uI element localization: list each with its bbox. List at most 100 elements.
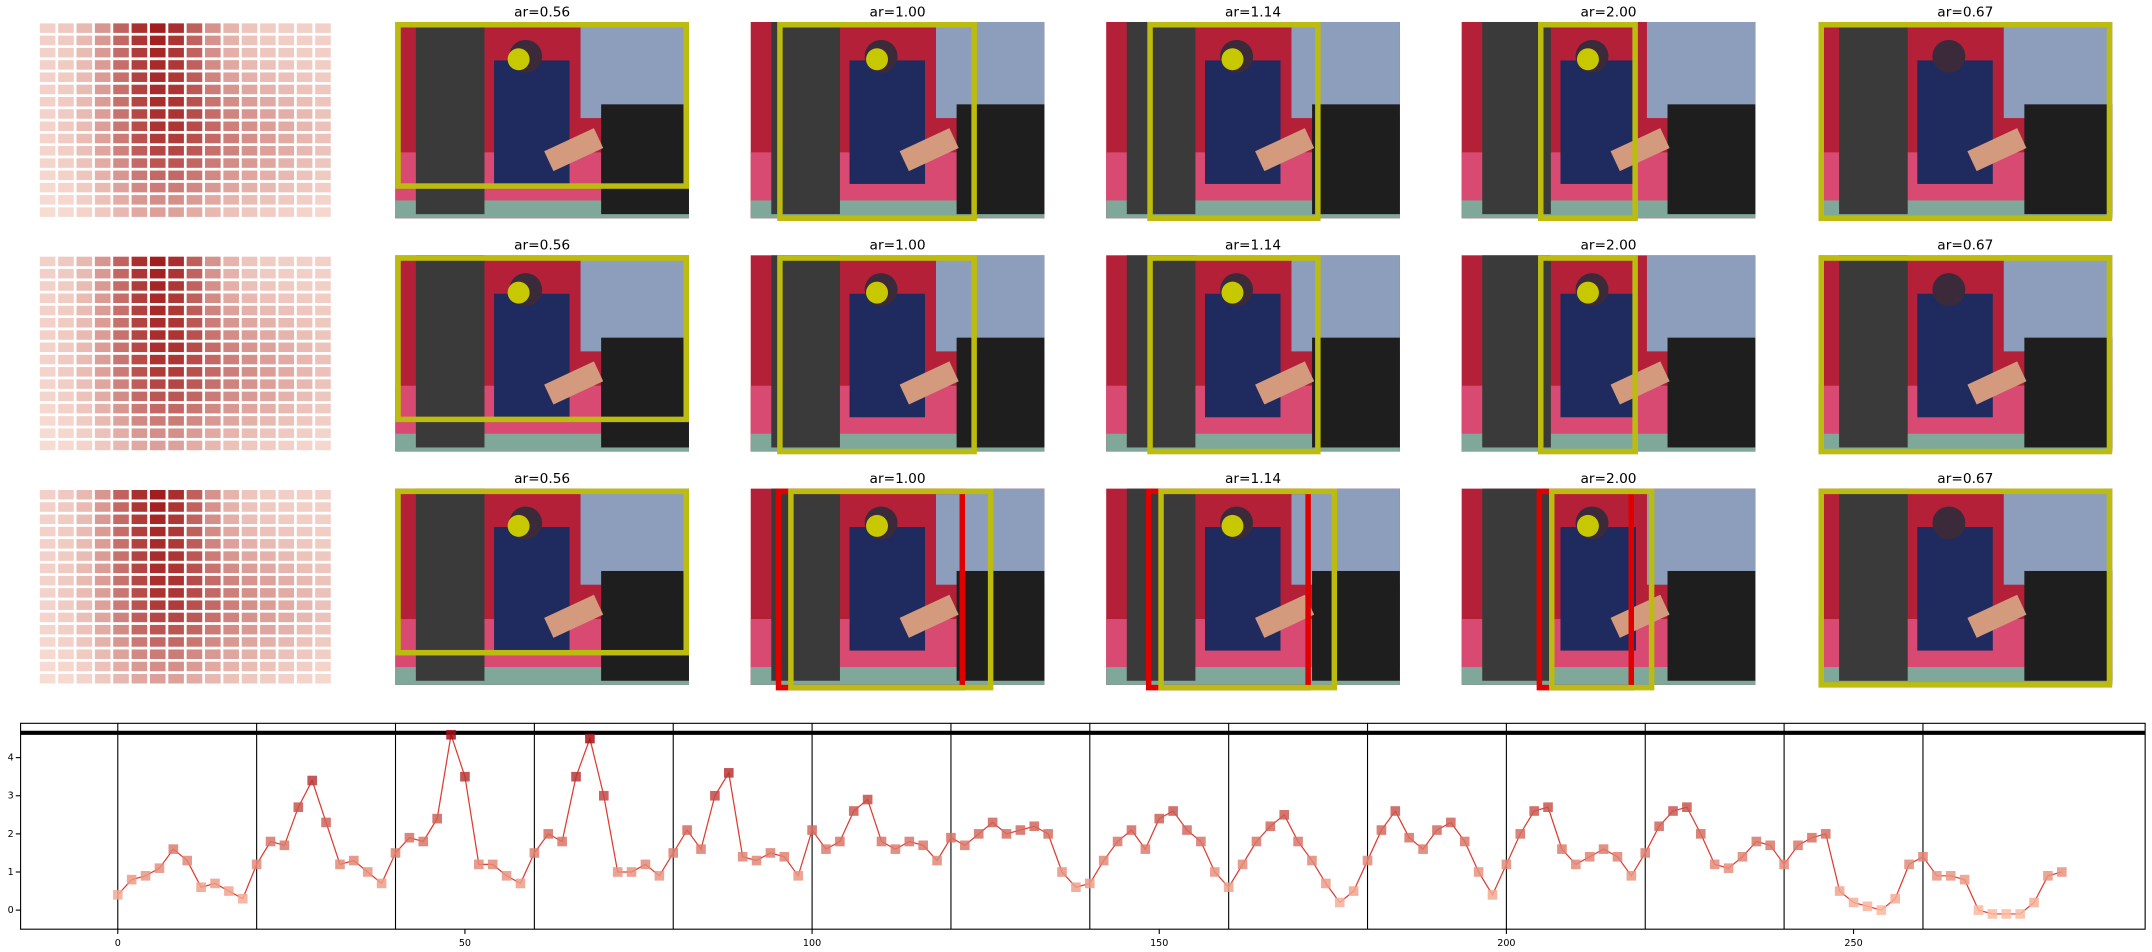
marker xyxy=(1682,802,1692,812)
heat-cell xyxy=(223,661,239,672)
marker xyxy=(932,855,942,866)
heat-cell xyxy=(76,170,93,181)
keypoint xyxy=(507,48,530,71)
heat-cell xyxy=(296,293,313,304)
heat-cell xyxy=(186,367,203,377)
heat-cell xyxy=(223,60,239,70)
x-tick-label: 50 xyxy=(459,938,471,949)
heat-cell xyxy=(94,612,111,623)
heat-cell xyxy=(131,207,148,217)
heat-cell xyxy=(241,575,258,586)
heat-cell xyxy=(76,84,93,95)
heat-cell xyxy=(58,207,74,217)
heat-cell xyxy=(186,403,203,414)
panel-title: ar=1.00 xyxy=(870,471,926,487)
heat-cell xyxy=(39,563,56,574)
heat-cell xyxy=(149,367,166,377)
heat-cell xyxy=(76,637,93,647)
heat-cell xyxy=(315,207,331,217)
marker xyxy=(654,871,665,881)
heat-cell xyxy=(278,268,295,279)
heat-cell xyxy=(315,354,331,365)
marker xyxy=(1112,836,1123,847)
heat-cell xyxy=(205,624,221,635)
marker xyxy=(196,882,206,893)
heat-cell xyxy=(94,35,111,46)
heat-cell xyxy=(76,563,93,574)
heat-cell xyxy=(223,539,239,549)
heat-cell xyxy=(205,403,221,414)
bbox xyxy=(1818,488,2113,688)
heat-cell xyxy=(186,354,203,365)
leg xyxy=(1255,594,1315,638)
heat-cell xyxy=(113,182,129,193)
heat-cell xyxy=(113,60,129,70)
bbox xyxy=(1158,488,1338,691)
heat-cell xyxy=(205,281,221,291)
heat-cell xyxy=(76,109,93,119)
heat-cell xyxy=(241,47,258,58)
heat-cell xyxy=(58,489,74,500)
photo xyxy=(750,488,1045,691)
heat-cell xyxy=(168,539,184,549)
marker xyxy=(1834,886,1845,896)
heat-cell xyxy=(58,403,74,414)
y-tick-label: 4 xyxy=(8,753,14,764)
heat-cell xyxy=(76,391,93,402)
heat-cell xyxy=(58,514,74,525)
heat-cell xyxy=(131,588,148,598)
right-shirt xyxy=(1291,21,1400,119)
heat-cell xyxy=(315,60,331,70)
heat-cell xyxy=(241,661,258,672)
left-person xyxy=(415,21,485,215)
heat-cell xyxy=(39,305,56,316)
heat-cell xyxy=(223,354,239,365)
heat-cell xyxy=(315,146,331,156)
heat-cell xyxy=(205,637,221,647)
heat-cell xyxy=(296,673,313,684)
heat-cell xyxy=(113,600,129,610)
heat-cell xyxy=(131,305,148,316)
keypoint xyxy=(507,281,530,304)
heat-cell xyxy=(186,391,203,402)
heat-cell xyxy=(278,391,295,402)
heat-cell xyxy=(149,47,166,58)
heat-cell xyxy=(131,293,148,304)
heat-cell xyxy=(168,575,184,586)
left-person xyxy=(771,21,840,215)
heat-cell xyxy=(58,133,74,144)
heat-cell xyxy=(58,428,74,438)
heat-cell xyxy=(205,588,221,598)
marker xyxy=(821,844,831,854)
bbox xyxy=(1147,21,1321,221)
heat-cell xyxy=(168,403,184,414)
heat-cell xyxy=(58,96,74,107)
heat-cell xyxy=(278,305,295,316)
heat-cell xyxy=(39,170,56,181)
heat-cell xyxy=(58,305,74,316)
heat-cell xyxy=(315,539,331,549)
heat-cell xyxy=(149,109,166,119)
heat-cell xyxy=(223,563,239,574)
leg xyxy=(1967,594,2027,638)
heat-cell xyxy=(241,428,258,438)
photo xyxy=(1461,21,1756,221)
heat-cell xyxy=(241,330,258,340)
heat-cell xyxy=(278,96,295,107)
heat-cell xyxy=(94,207,111,217)
heat-cell xyxy=(149,268,166,279)
heat-cell xyxy=(223,182,239,193)
marker xyxy=(1390,806,1401,816)
heat-cell xyxy=(241,489,258,500)
heat-cell xyxy=(315,489,331,500)
heat-cell xyxy=(39,109,56,119)
heat-cell xyxy=(205,207,221,217)
heat-cell xyxy=(260,47,276,58)
heat-cell xyxy=(39,379,56,389)
heat-cell xyxy=(241,268,258,279)
heat-cell xyxy=(131,440,148,451)
heat-cell xyxy=(278,637,295,647)
heat-cell xyxy=(223,146,239,156)
heat-cell xyxy=(149,575,166,586)
heat-cell xyxy=(149,256,166,267)
